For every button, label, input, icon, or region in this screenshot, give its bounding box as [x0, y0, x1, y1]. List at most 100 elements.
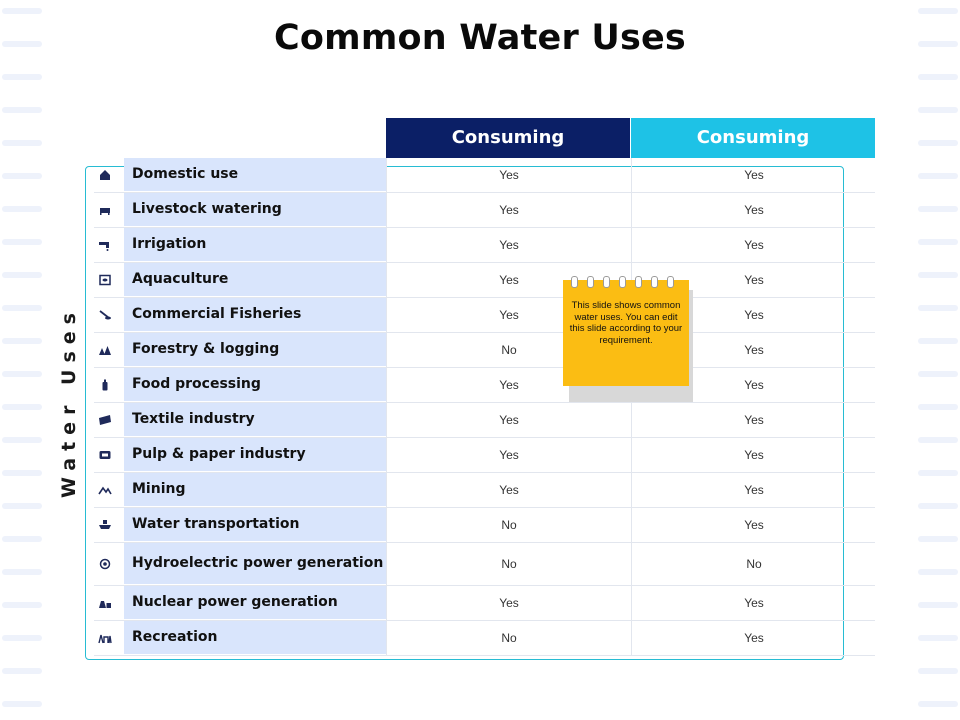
decorative-dash — [2, 239, 42, 245]
row-label: Domestic use — [124, 158, 386, 192]
row-value-1: Yes — [386, 368, 631, 402]
decorative-dash — [2, 569, 42, 575]
decorative-dash — [918, 602, 958, 608]
decorative-dash — [918, 470, 958, 476]
sticky-note: This slide shows common water uses. You … — [563, 276, 693, 404]
table-row: Recreation No Yes — [94, 621, 875, 656]
ship-icon — [94, 508, 116, 542]
binder-ring — [651, 276, 658, 288]
decorative-dash — [918, 701, 958, 707]
row-value-2: Yes — [631, 403, 876, 437]
row-value-2: Yes — [631, 158, 876, 192]
binder-ring — [619, 276, 626, 288]
table-row: Livestock watering Yes Yes — [94, 193, 875, 228]
binder-ring — [571, 276, 578, 288]
row-value-1: Yes — [386, 586, 631, 620]
row-value-2: No — [631, 543, 876, 585]
row-value-1: Yes — [386, 403, 631, 437]
binder-ring — [603, 276, 610, 288]
row-label: Livestock watering — [124, 193, 386, 227]
decorative-dash — [918, 569, 958, 575]
row-value-1: Yes — [386, 473, 631, 507]
row-value-2: Yes — [631, 438, 876, 472]
row-label: Commercial Fisheries — [124, 298, 386, 332]
left-decoration — [0, 0, 46, 720]
table-row: Water transportation No Yes — [94, 508, 875, 543]
decorative-dash — [2, 173, 42, 179]
row-label: Textile industry — [124, 403, 386, 437]
table-row: Aquaculture Yes Yes — [94, 263, 875, 298]
table-row: Domestic use Yes Yes — [94, 158, 875, 193]
bottle-icon — [94, 368, 116, 402]
decorative-dash — [918, 8, 958, 14]
decorative-dash — [2, 635, 42, 641]
decorative-dash — [918, 206, 958, 212]
row-value-2: Yes — [631, 621, 876, 655]
water-uses-table: Domestic use Yes Yes Livestock watering … — [94, 158, 875, 656]
decorative-dash — [2, 305, 42, 311]
decorative-dash — [2, 470, 42, 476]
row-value-1: Yes — [386, 193, 631, 227]
row-label: Forestry & logging — [124, 333, 386, 367]
decorative-dash — [918, 503, 958, 509]
recreation-icon — [94, 621, 116, 655]
table-row: Mining Yes Yes — [94, 473, 875, 508]
faucet-icon — [94, 228, 116, 262]
right-decoration — [914, 0, 960, 720]
row-value-1: Yes — [386, 263, 631, 297]
decorative-dash — [918, 635, 958, 641]
decorative-dash — [918, 173, 958, 179]
row-label: Pulp & paper industry — [124, 438, 386, 472]
decorative-dash — [2, 602, 42, 608]
decorative-dash — [918, 404, 958, 410]
table-row: Textile industry Yes Yes — [94, 403, 875, 438]
row-label: Hydroelectric power generation — [124, 543, 386, 585]
decorative-dash — [2, 272, 42, 278]
page-title: Common Water Uses — [274, 18, 686, 58]
row-value-2: Yes — [631, 193, 876, 227]
decorative-dash — [918, 239, 958, 245]
decorative-dash — [918, 107, 958, 113]
decorative-dash — [918, 305, 958, 311]
column-header-1: Consuming — [386, 118, 630, 158]
row-value-1: No — [386, 333, 631, 367]
decorative-dash — [2, 206, 42, 212]
fish-tank-icon — [94, 263, 116, 297]
trees-icon — [94, 333, 116, 367]
row-value-1: Yes — [386, 158, 631, 192]
decorative-dash — [918, 371, 958, 377]
table-row: Pulp & paper industry Yes Yes — [94, 438, 875, 473]
decorative-dash — [918, 668, 958, 674]
row-label: Nuclear power generation — [124, 586, 386, 620]
row-value-2: Yes — [631, 228, 876, 262]
table-row: Food processing Yes Yes — [94, 368, 875, 403]
cow-icon — [94, 193, 116, 227]
row-value-1: No — [386, 543, 631, 585]
decorative-dash — [2, 338, 42, 344]
note-text: This slide shows common water uses. You … — [569, 300, 683, 346]
paper-roll-icon — [94, 438, 116, 472]
table-row: Forestry & logging No Yes — [94, 333, 875, 368]
decorative-dash — [918, 437, 958, 443]
decorative-dash — [2, 503, 42, 509]
decorative-dash — [2, 74, 42, 80]
decorative-dash — [2, 107, 42, 113]
row-value-1: Yes — [386, 438, 631, 472]
row-value-1: No — [386, 508, 631, 542]
decorative-dash — [2, 404, 42, 410]
column-header-2: Consuming — [631, 118, 875, 158]
decorative-dash — [2, 701, 42, 707]
fishing-icon — [94, 298, 116, 332]
decorative-dash — [918, 41, 958, 47]
decorative-dash — [2, 437, 42, 443]
decorative-dash — [918, 272, 958, 278]
row-label: Recreation — [124, 621, 386, 655]
decorative-dash — [2, 668, 42, 674]
table-row: Nuclear power generation Yes Yes — [94, 586, 875, 621]
decorative-dash — [2, 371, 42, 377]
row-label: Aquaculture — [124, 263, 386, 297]
binder-ring — [635, 276, 642, 288]
decorative-dash — [918, 140, 958, 146]
decorative-dash — [918, 536, 958, 542]
table-row: Hydroelectric power generation No No — [94, 543, 875, 586]
